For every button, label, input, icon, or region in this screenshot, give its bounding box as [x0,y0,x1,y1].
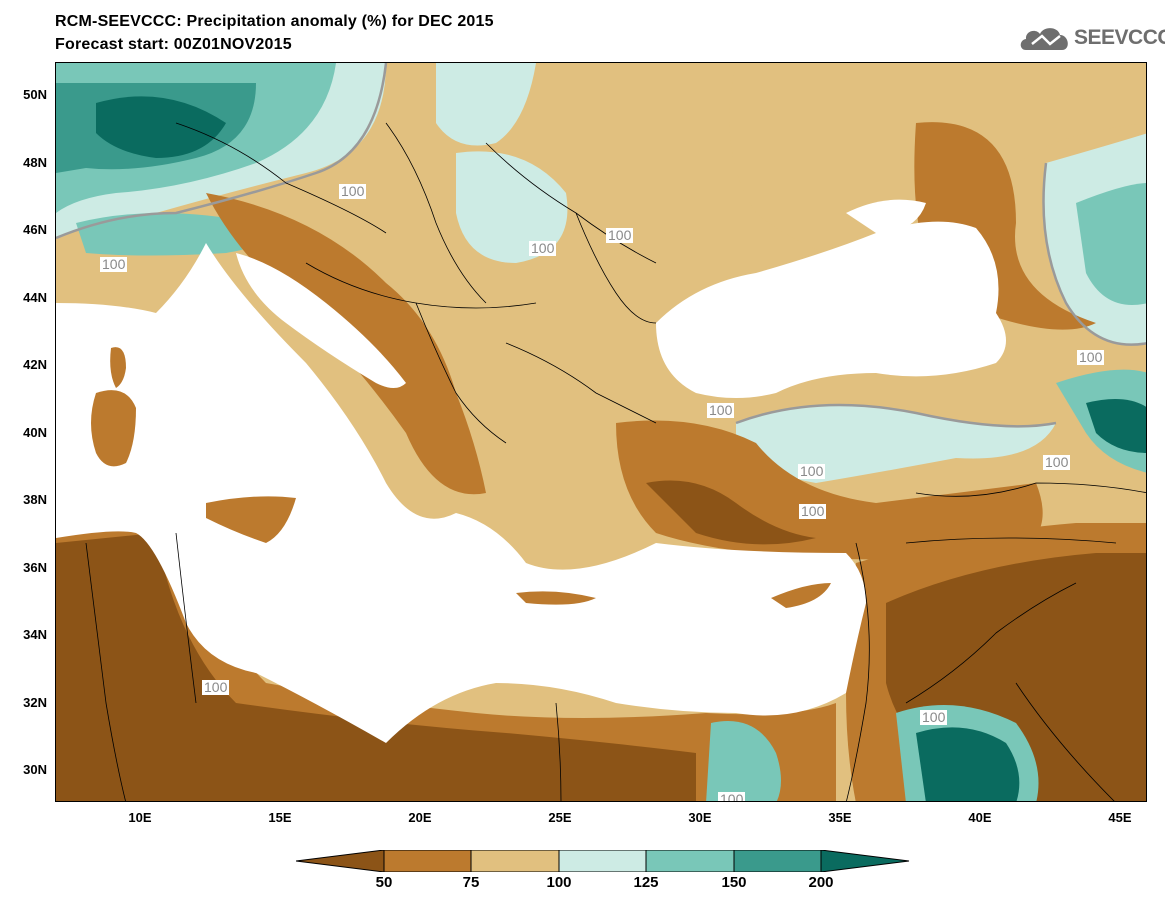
colorbar [296,850,910,872]
lon-label: 10E [128,810,152,825]
extreme-wet-region-alps [96,96,226,158]
sicily [206,496,296,543]
lon-label: 20E [408,810,432,825]
contour-label: 100 [718,792,746,801]
lon-label: 30E [688,810,712,825]
colorbar-label: 200 [808,874,834,891]
lat-label: 30N [23,762,47,777]
lat-label: 34N [23,627,47,642]
crete [516,591,596,605]
lat-label: 32N [23,695,47,710]
sea-of-azov [846,199,926,233]
sardinia [91,390,136,467]
contour-label: 100 [799,503,827,519]
lat-label: 36N [23,560,47,575]
lat-label: 42N [23,357,47,372]
forecast-start-subtitle: Forecast start: 00Z01NOV2015 [55,36,292,53]
lat-label: 48N [23,155,47,170]
contour-label: 100 [202,679,230,695]
colorbar-label: 125 [633,874,659,891]
country-borders [85,122,1146,801]
contour-label: 100 [339,183,367,199]
contour-label: 100 [1043,454,1071,470]
lat-label: 38N [23,492,47,507]
map-title: RCM-SEEVCCC: Precipitation anomaly (%) f… [55,13,494,30]
colorbar-segment-75-100 [470,850,560,872]
contour-label: 100 [798,463,826,479]
contour-label: 100 [606,227,634,243]
colorbar-segment-below-50 [296,850,385,872]
contour-label: 100 [100,256,128,272]
very-dry-region-north-africa [56,533,696,801]
contour-label: 100 [707,402,735,418]
colorbar-label: 100 [546,874,572,891]
contour-100-anatolia [735,403,1057,428]
contour-label: 100 [920,709,948,725]
wet-region-egypt [706,721,781,801]
corsica [110,347,126,388]
contour-100-north [56,63,388,240]
lat-label: 40N [23,425,47,440]
colorbar-segment-125-150 [645,850,735,872]
cloud-icon [1020,28,1068,50]
mediterranean-sea [56,243,866,743]
lon-label: 35E [828,810,852,825]
very-dry-region-anatolia [646,480,816,545]
adriatic-sea [236,253,406,388]
black-sea [656,221,1006,398]
lat-label: 46N [23,222,47,237]
colorbar-label: 50 [375,874,393,891]
lon-label: 40E [968,810,992,825]
lon-label: 25E [548,810,572,825]
very-wet-region-east-anatolia [1086,399,1146,453]
colorbar-segment-100-125 [558,850,647,872]
colorbar-label: 75 [462,874,480,891]
cyprus [771,583,831,608]
colorbar-segment-above-200 [820,850,910,872]
lon-label: 15E [268,810,292,825]
colorbar-segment-150-200 [733,850,822,872]
lat-label: 44N [23,290,47,305]
seevccc-logo: SEEVCCC [1018,22,1165,54]
lat-label: 50N [23,87,47,102]
logo-text: SEEVCCC [1074,26,1165,49]
wet-region-hungary [456,151,568,263]
anomaly-map [56,63,1146,801]
very-wet-region-arabia [916,727,1020,801]
colorbar-segment-50-75 [383,850,472,872]
contour-label: 100 [529,240,557,256]
contour-label: 100 [1077,349,1105,365]
lon-label: 45E [1108,810,1132,825]
very-wet-region-caucasus [1076,183,1146,306]
wet-region-carpathians [436,63,536,146]
map-frame: 100 100 100 100 100 100 100 100 100 100 … [55,62,1147,802]
colorbar-label: 150 [721,874,747,891]
wet-region-north-italy [76,213,266,256]
contour-100-caucasus [1042,162,1146,346]
